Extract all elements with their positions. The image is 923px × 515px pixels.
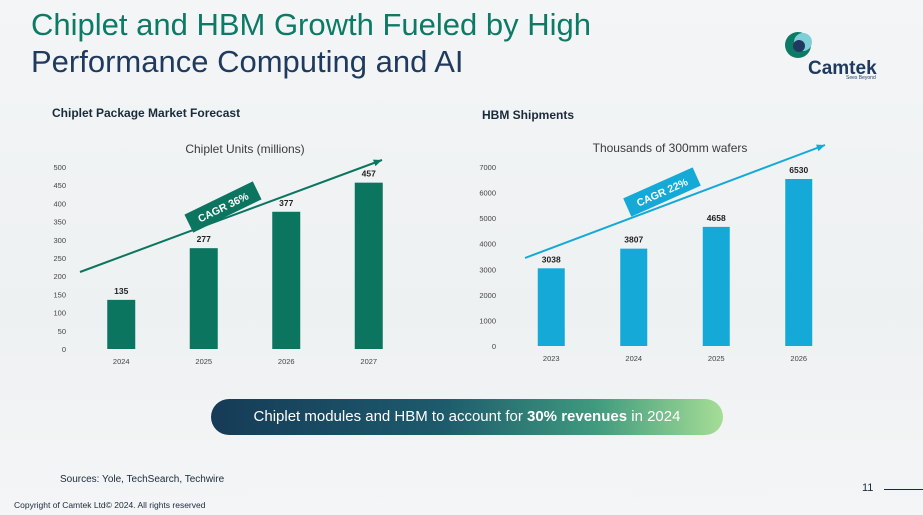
data-label: 3038	[542, 254, 561, 264]
y-tick-label: 150	[53, 290, 66, 299]
banner-suffix: in 2024	[627, 408, 681, 425]
y-tick-label: 0	[62, 345, 66, 354]
x-tick-label: 2024	[113, 357, 130, 366]
y-tick-label: 2000	[479, 291, 496, 300]
y-tick-label: 450	[53, 181, 66, 190]
x-tick-label: 2026	[278, 357, 295, 366]
y-tick-label: 50	[58, 327, 66, 336]
copyright-note: Copyright of Camtek Ltd© 2024. All right…	[14, 500, 206, 510]
x-tick-label: 2023	[543, 354, 560, 363]
y-tick-label: 4000	[479, 240, 496, 249]
x-tick-label: 2027	[360, 357, 377, 366]
cagr-tag-bg	[623, 167, 701, 217]
summary-banner: Chiplet modules and HBM to account for 3…	[211, 399, 723, 435]
camtek-logo-icon	[785, 32, 812, 58]
y-tick-label: 0	[492, 342, 496, 351]
trend-arrow-line	[79, 159, 383, 273]
chiplet-units-chart: Chiplet Units (millions) 0 50 100 150 200 250 3…	[53, 142, 383, 366]
y-tick-label: 250	[53, 254, 66, 263]
y-tick-label: 100	[53, 309, 66, 318]
data-label: 457	[362, 169, 376, 179]
y-tick-label: 350	[53, 218, 66, 227]
y-tick-label: 200	[53, 272, 66, 281]
bar-2025	[702, 226, 730, 346]
bar-2026	[272, 211, 301, 349]
chiplet-chart-heading: Chiplet Package Market Forecast	[52, 106, 241, 120]
banner-bold: 30% revenues	[527, 408, 628, 425]
data-label: 135	[114, 286, 128, 296]
trend-arrow-head	[373, 159, 382, 167]
bar-2023	[537, 268, 565, 346]
bar-2025	[189, 248, 218, 349]
trend-arrow-head	[816, 144, 825, 152]
trend-arrow-line	[524, 144, 826, 259]
hbm-shipments-chart: Thousands of 300mm wafers 0 1000 2000 3000 40…	[479, 141, 826, 363]
data-label: 6530	[789, 165, 808, 175]
hbm-chart-heading: HBM Shipments	[482, 108, 575, 122]
data-label: 3807	[624, 235, 643, 245]
data-label: 4658	[707, 213, 726, 223]
y-tick-label: 300	[53, 236, 66, 245]
cagr-tag: CAGR 22%	[623, 167, 701, 217]
page-number: 11	[862, 482, 874, 494]
logo-text: Camtek	[808, 58, 877, 79]
slide-title-line2: Performance Computing and AI	[31, 44, 464, 79]
y-tick-label: 500	[53, 163, 66, 172]
chart-title: Chiplet Units (millions)	[185, 142, 304, 156]
y-tick-label: 1000	[479, 316, 496, 325]
x-tick-label: 2026	[790, 354, 807, 363]
slide-title-line1: Chiplet and HBM Growth Fueled by High	[31, 7, 591, 42]
y-tick-label: 7000	[479, 163, 496, 172]
x-tick-label: 2025	[708, 354, 725, 363]
x-tick-label: 2025	[195, 357, 212, 366]
page-number-rule	[884, 489, 923, 490]
data-label: 277	[197, 234, 211, 244]
chart-title: Thousands of 300mm wafers	[593, 141, 748, 155]
cagr-tag-bg	[184, 181, 262, 233]
bar-2027	[354, 182, 383, 349]
y-tick-label: 3000	[479, 265, 496, 274]
y-tick-label: 5000	[479, 214, 496, 223]
y-tick-label: 400	[53, 199, 66, 208]
y-tick-label: 6000	[479, 189, 496, 198]
sources-note: Sources: Yole, TechSearch, Techwire	[60, 474, 225, 485]
x-tick-label: 2024	[625, 354, 642, 363]
bar-2024	[107, 299, 136, 349]
bar-2026	[785, 179, 813, 346]
bar-2024	[620, 248, 648, 346]
cagr-tag: CAGR 36%	[184, 181, 262, 233]
logo-tagline: Sees Beyond	[846, 75, 876, 81]
slide-title: Chiplet and HBM Growth Fueled by High Pe…	[31, 6, 671, 80]
data-label: 377	[279, 198, 293, 208]
banner-prefix: Chiplet modules and HBM to account for	[253, 408, 527, 425]
